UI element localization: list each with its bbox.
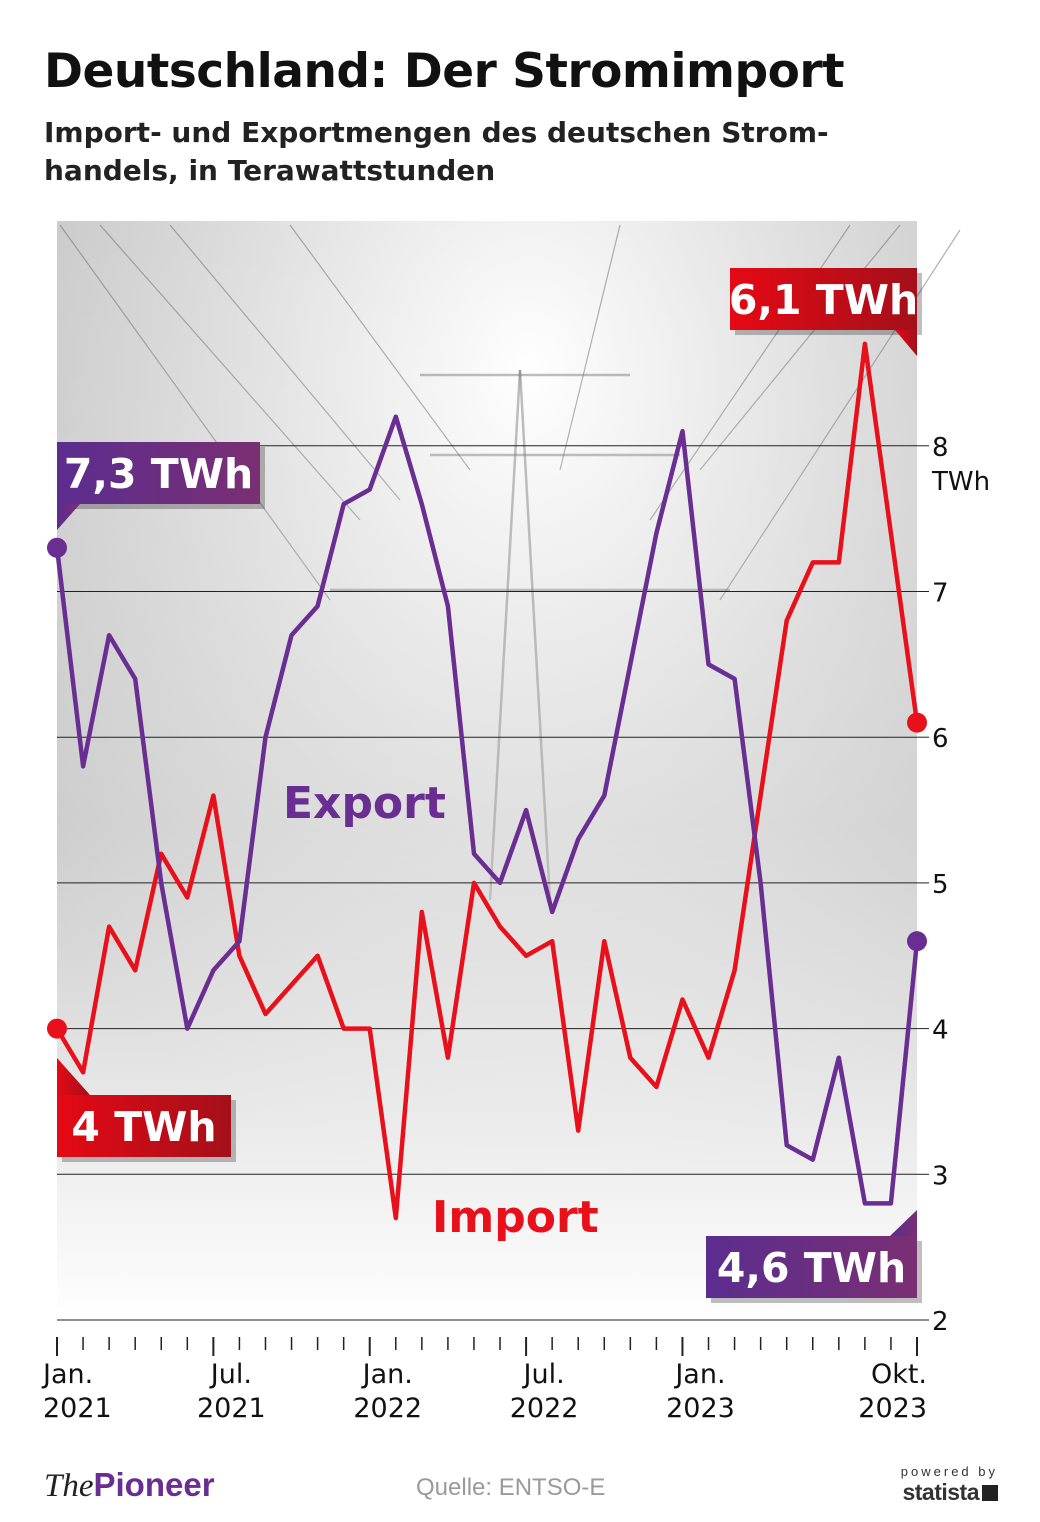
callout-import-end-box: [730, 268, 917, 330]
x-tick-year: 2021: [43, 1393, 112, 1424]
y-tick-label-8: 8: [932, 433, 949, 463]
statista-wordmark: statista: [902, 1479, 979, 1505]
statista-icon: [982, 1485, 998, 1501]
x-tick-year: 2023: [858, 1393, 927, 1424]
callout-export-end-box: [706, 1236, 917, 1298]
callout-import-start-box: [57, 1095, 231, 1157]
gridlines: [57, 445, 929, 1321]
series-end-point-export: [907, 931, 927, 952]
powered-by-text: powered by: [900, 1464, 998, 1479]
callout-import-end-text: 6,1 TWh: [729, 276, 918, 324]
callout-export-start-pointer: [57, 504, 80, 530]
brand-logo: ThePioneer: [44, 1466, 215, 1504]
x-tick-year: 2022: [510, 1393, 579, 1424]
y-tick-label-7: 7: [932, 579, 949, 609]
callout-import-start-text: 4 TWh: [71, 1103, 216, 1151]
callout-import-start-pointer: [57, 1058, 90, 1095]
x-tick-year: 2021: [197, 1393, 266, 1424]
series-line-import: [54, 341, 920, 1221]
callout-export-start-text: 7,3 TWh: [64, 450, 253, 498]
y-tick-label-4: 4: [932, 1016, 949, 1046]
series-end-point-import: [907, 712, 927, 733]
y-tick-label-5: 5: [932, 870, 949, 900]
statista-logo: powered by statista: [901, 1464, 998, 1506]
x-tick-label: Okt.: [871, 1359, 927, 1390]
annotations: Export Import 7,3 TWh 4 TWh 6,1 TWh 4,6 TWh: [57, 268, 922, 1303]
y-axis-unit: TWh: [931, 467, 990, 497]
x-tick-year: 2023: [666, 1393, 735, 1424]
y-tick-label-6: 6: [932, 724, 949, 754]
callout-import-start: 4 TWh: [57, 1058, 236, 1162]
callout-export-end: 4,6 TWh: [706, 1210, 922, 1303]
x-tick-label: Jan.: [673, 1359, 725, 1390]
chart-title: Deutschland: Der Stromimport: [44, 44, 845, 99]
x-tick-label: Jan.: [41, 1359, 93, 1390]
callout-export-end-pointer: [890, 1210, 917, 1236]
axes: 2345678TWhJan.2021Jul.2021Jan.2022Jul.20…: [41, 433, 990, 1424]
y-tick-label-3: 3: [932, 1161, 949, 1191]
x-tick-year: 2022: [353, 1393, 422, 1424]
callout-export-start-box: [57, 442, 260, 504]
x-tick-label: Jan.: [361, 1359, 413, 1390]
y-tick-label-2: 2: [932, 1307, 949, 1337]
series-label-export: Export: [283, 778, 446, 829]
series-lines: [47, 341, 927, 1221]
x-tick-label: Jul.: [209, 1359, 252, 1390]
callout-import-end-pointer: [895, 330, 917, 356]
callout-export-end-text: 4,6 TWh: [717, 1244, 906, 1292]
series-start-point-import: [47, 1018, 67, 1039]
series-start-point-export: [47, 537, 67, 558]
callout-export-start: 7,3 TWh: [57, 442, 265, 530]
chart-subtitle: Import- und Exportmengen des deutschen S…: [44, 116, 829, 187]
x-tick-label: Jul.: [522, 1359, 565, 1390]
series-label-import: Import: [432, 1192, 599, 1243]
callout-import-end: 6,1 TWh: [729, 268, 922, 356]
source-note: Quelle: ENTSO-E: [416, 1474, 606, 1501]
series-line-export: [54, 414, 920, 1206]
